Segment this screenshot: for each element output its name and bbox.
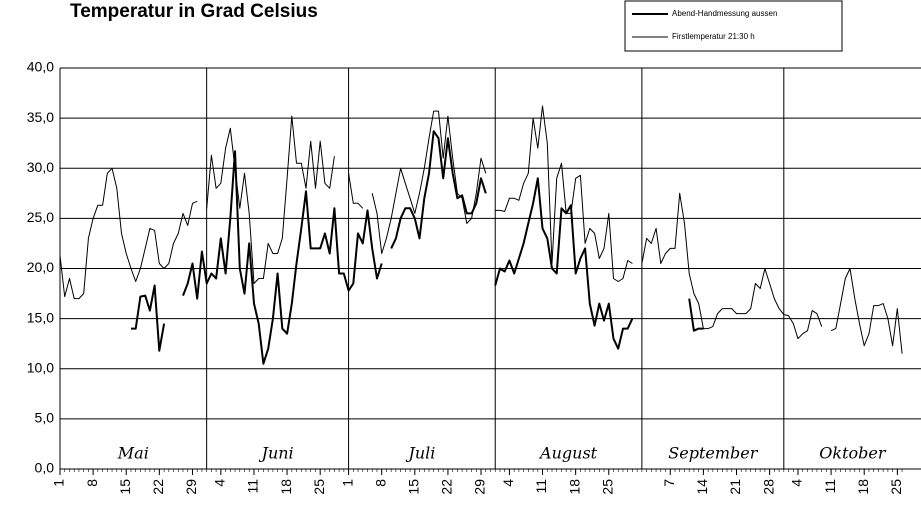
x-tick-label: 15 bbox=[117, 479, 133, 495]
month-label: Juni bbox=[259, 444, 294, 463]
x-tick-label: 4 bbox=[500, 479, 516, 487]
month-label: Juli bbox=[405, 444, 435, 463]
x-tick-label: 4 bbox=[212, 479, 228, 487]
x-tick-label: 1 bbox=[339, 479, 355, 487]
x-tick-label: 4 bbox=[789, 479, 805, 487]
y-tick-label: 25,0 bbox=[27, 209, 54, 225]
x-tick-label: 29 bbox=[472, 479, 488, 495]
series-line bbox=[131, 130, 704, 365]
legend-label: Firstlemperatur 21:30 h bbox=[672, 32, 755, 41]
x-tick-label: 18 bbox=[278, 479, 294, 495]
x-tick-label: 25 bbox=[311, 479, 327, 495]
x-tick-label: 1 bbox=[51, 479, 67, 487]
month-label: Mai bbox=[117, 444, 149, 463]
x-tick-label: 15 bbox=[406, 479, 422, 495]
x-tick-label: 18 bbox=[566, 479, 582, 495]
x-tick-label: 21 bbox=[727, 479, 743, 495]
y-tick-label: 35,0 bbox=[27, 109, 54, 125]
legend-label: Abend-Handmessung aussen bbox=[672, 9, 777, 18]
chart-title: Temperatur in Grad Celsius bbox=[70, 1, 318, 22]
x-tick-label: 14 bbox=[694, 479, 710, 495]
x-tick-label: 22 bbox=[439, 479, 455, 495]
x-tick-label: 11 bbox=[822, 479, 838, 494]
x-tick-label: 25 bbox=[888, 479, 904, 495]
month-label: August bbox=[538, 444, 598, 463]
x-tick-label: 8 bbox=[84, 479, 100, 487]
x-tick-label: 28 bbox=[760, 479, 776, 495]
month-label: September bbox=[668, 444, 758, 463]
y-tick-label: 40,0 bbox=[27, 59, 54, 75]
series-line bbox=[59, 105, 903, 354]
legend-box bbox=[624, 0, 843, 52]
month-label: Oktober bbox=[819, 444, 887, 463]
y-tick-label: 15,0 bbox=[27, 309, 54, 325]
y-tick-label: 10,0 bbox=[27, 359, 54, 375]
x-tick-label: 8 bbox=[372, 479, 388, 487]
y-tick-label: 0,0 bbox=[35, 460, 55, 476]
x-tick-label: 18 bbox=[855, 479, 871, 495]
x-tick-label: 11 bbox=[533, 479, 549, 494]
x-tick-label: 25 bbox=[599, 479, 615, 495]
y-tick-label: 5,0 bbox=[35, 410, 55, 426]
x-tick-label: 22 bbox=[150, 479, 166, 495]
x-tick-label: 29 bbox=[183, 479, 199, 495]
x-tick-label: 11 bbox=[245, 479, 261, 494]
x-tick-label: 7 bbox=[661, 479, 677, 487]
y-tick-label: 30,0 bbox=[27, 159, 54, 175]
y-tick-label: 20,0 bbox=[27, 259, 54, 275]
